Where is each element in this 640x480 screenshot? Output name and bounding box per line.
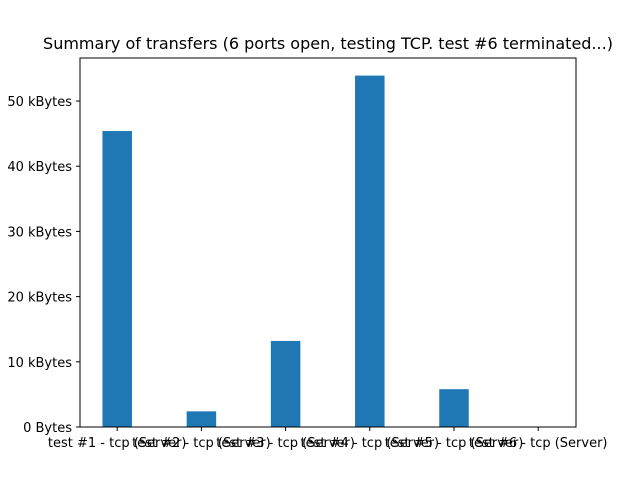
y-axis: 0 Bytes 10 kBytes 20 kBytes 30 kBytes 40 kBy… — [7, 95, 80, 436]
bar — [439, 389, 469, 427]
y-tick-label: 10 kBytes — [7, 356, 72, 371]
plot-frame — [79, 57, 577, 428]
bar — [186, 411, 217, 427]
x-tick-label: test #6 - tcp (Server) — [469, 436, 608, 451]
x-tick-label: test #4 - tcp (Server) — [300, 436, 439, 451]
bars-layer — [102, 75, 469, 427]
bar — [270, 340, 301, 427]
bar — [102, 131, 132, 427]
bar — [355, 75, 385, 427]
x-tick-label: test #1 - tcp (Server) — [48, 436, 187, 451]
y-tick-label: 40 kBytes — [7, 160, 72, 175]
x-tick-label: test #5 - tcp (Server) — [385, 436, 524, 451]
x-axis: test #1 - tcp (Server)test #2 - tcp (Ser… — [48, 427, 608, 451]
y-tick-label: 30 kBytes — [7, 225, 72, 240]
x-tick-label: test #2 - tcp (Server) — [132, 436, 271, 451]
y-tick-label: 50 kBytes — [7, 95, 72, 110]
y-tick-label: 0 Bytes — [23, 421, 72, 436]
chart-title: Summary of transfers (6 ports open, test… — [43, 34, 613, 53]
x-tick-label: test #3 - tcp (Server) — [216, 436, 355, 451]
y-tick-label: 20 kBytes — [7, 291, 72, 306]
